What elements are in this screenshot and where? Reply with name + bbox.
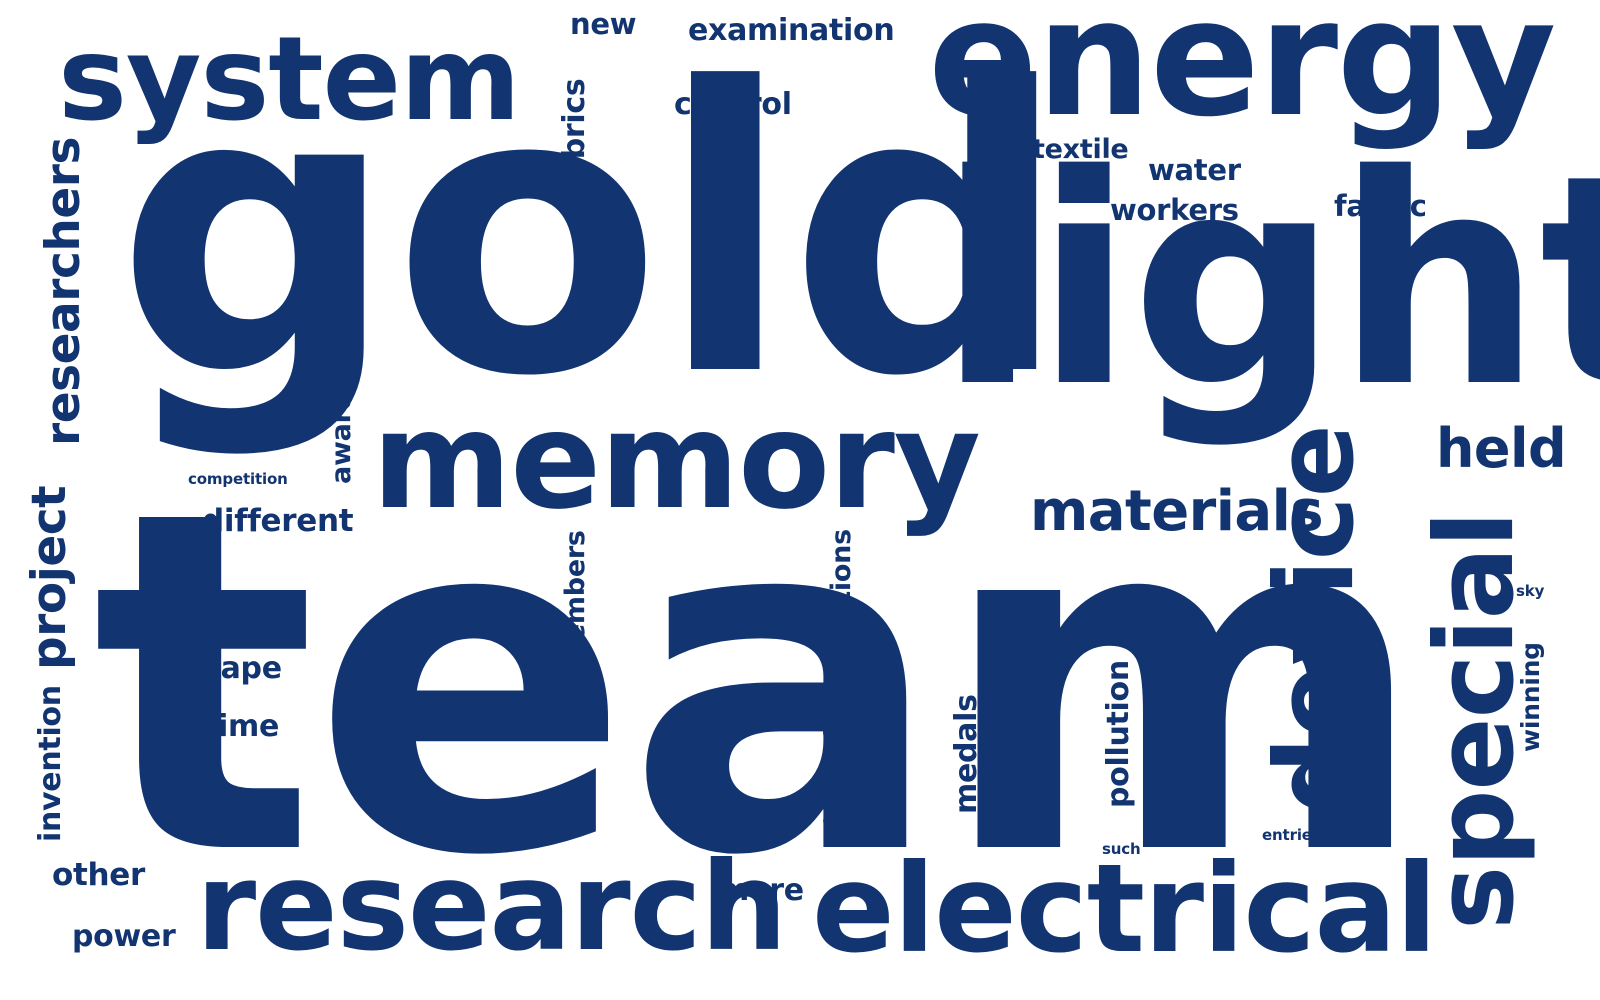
word-power: power [72,919,176,954]
word-materials: materials [1030,479,1324,544]
word-entries: entries [1262,826,1321,844]
word-gold: gold [116,6,1069,462]
word-medals: medals [949,694,984,814]
word-competition: competition [188,470,288,488]
word-new: new [570,7,637,41]
word-light: light [938,114,1600,451]
word-members: members [560,530,591,670]
word-more: more [718,873,804,908]
word-process: process [813,705,848,834]
word-pollution: pollution [1101,660,1136,808]
word-control: control [674,87,792,122]
word-textile: textile [1032,134,1129,165]
word-fabric: fabric [1334,189,1427,223]
word-energy: energy [928,0,1556,153]
word-different: different [202,503,354,539]
word-memory: memory [372,383,981,539]
word-sky: sky [1516,582,1545,600]
word-other: other [52,857,145,893]
word-fabrics: fabrics [557,78,592,192]
word-workers: workers [1110,193,1239,227]
word-special: special [1413,511,1538,930]
word-held: held [1436,417,1567,480]
word-device: device [1253,425,1378,814]
word-winning: winning [1516,642,1545,752]
word-time: time [204,709,280,744]
word-system: system [58,12,521,147]
word-researchers: researchers [36,137,91,446]
word-electrical: electrical [812,838,1437,980]
word-shape: shape [182,651,282,686]
word-examination: examination [688,13,895,48]
word-project: project [22,485,77,670]
word-team: team [92,411,1428,958]
word-water: water [1148,153,1241,187]
word-research: research [196,836,787,978]
word-invention: invention [33,685,68,842]
word-awards: awards [326,375,357,484]
word-inventions: inventions [826,529,857,686]
word-such: such [1102,840,1141,858]
